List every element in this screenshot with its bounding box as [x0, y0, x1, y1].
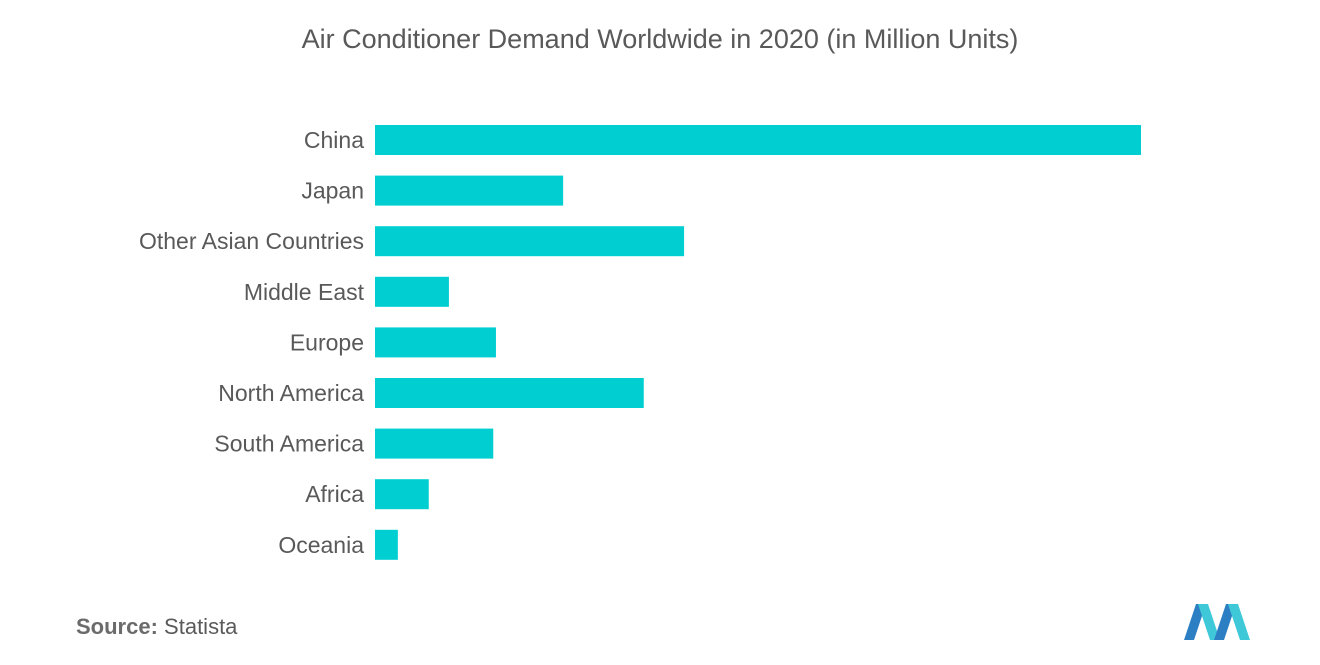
bar-north-america	[375, 378, 644, 408]
source-label: Source:	[76, 614, 158, 639]
category-label: Europe	[290, 329, 364, 355]
category-label: Japan	[301, 178, 364, 204]
category-label: Oceania	[278, 532, 364, 558]
category-label: Middle East	[244, 279, 365, 305]
source-value: Statista	[164, 614, 238, 639]
bar-chart: China Japan Other Asian Countries Middle Ea…	[139, 125, 1141, 560]
bar-middle-east	[375, 276, 449, 307]
category-label: South America	[214, 431, 364, 457]
category-label: Other Asian Countries	[139, 228, 364, 254]
category-label: China	[304, 127, 364, 153]
bar-japan	[375, 175, 564, 206]
source-line: Source: Statista	[76, 614, 237, 640]
category-label: North America	[218, 380, 364, 406]
bar-other-asian-countries	[375, 226, 685, 257]
bar-china	[375, 125, 1141, 155]
bar-oceania	[375, 529, 398, 560]
chart-title: Air Conditioner Demand Worldwide in 2020…	[301, 24, 1019, 54]
bar-africa	[375, 479, 429, 510]
mordor-logo-icon	[1184, 604, 1250, 640]
bar-europe	[375, 327, 496, 358]
category-label: Africa	[305, 481, 364, 507]
bar-south-america	[375, 428, 494, 459]
